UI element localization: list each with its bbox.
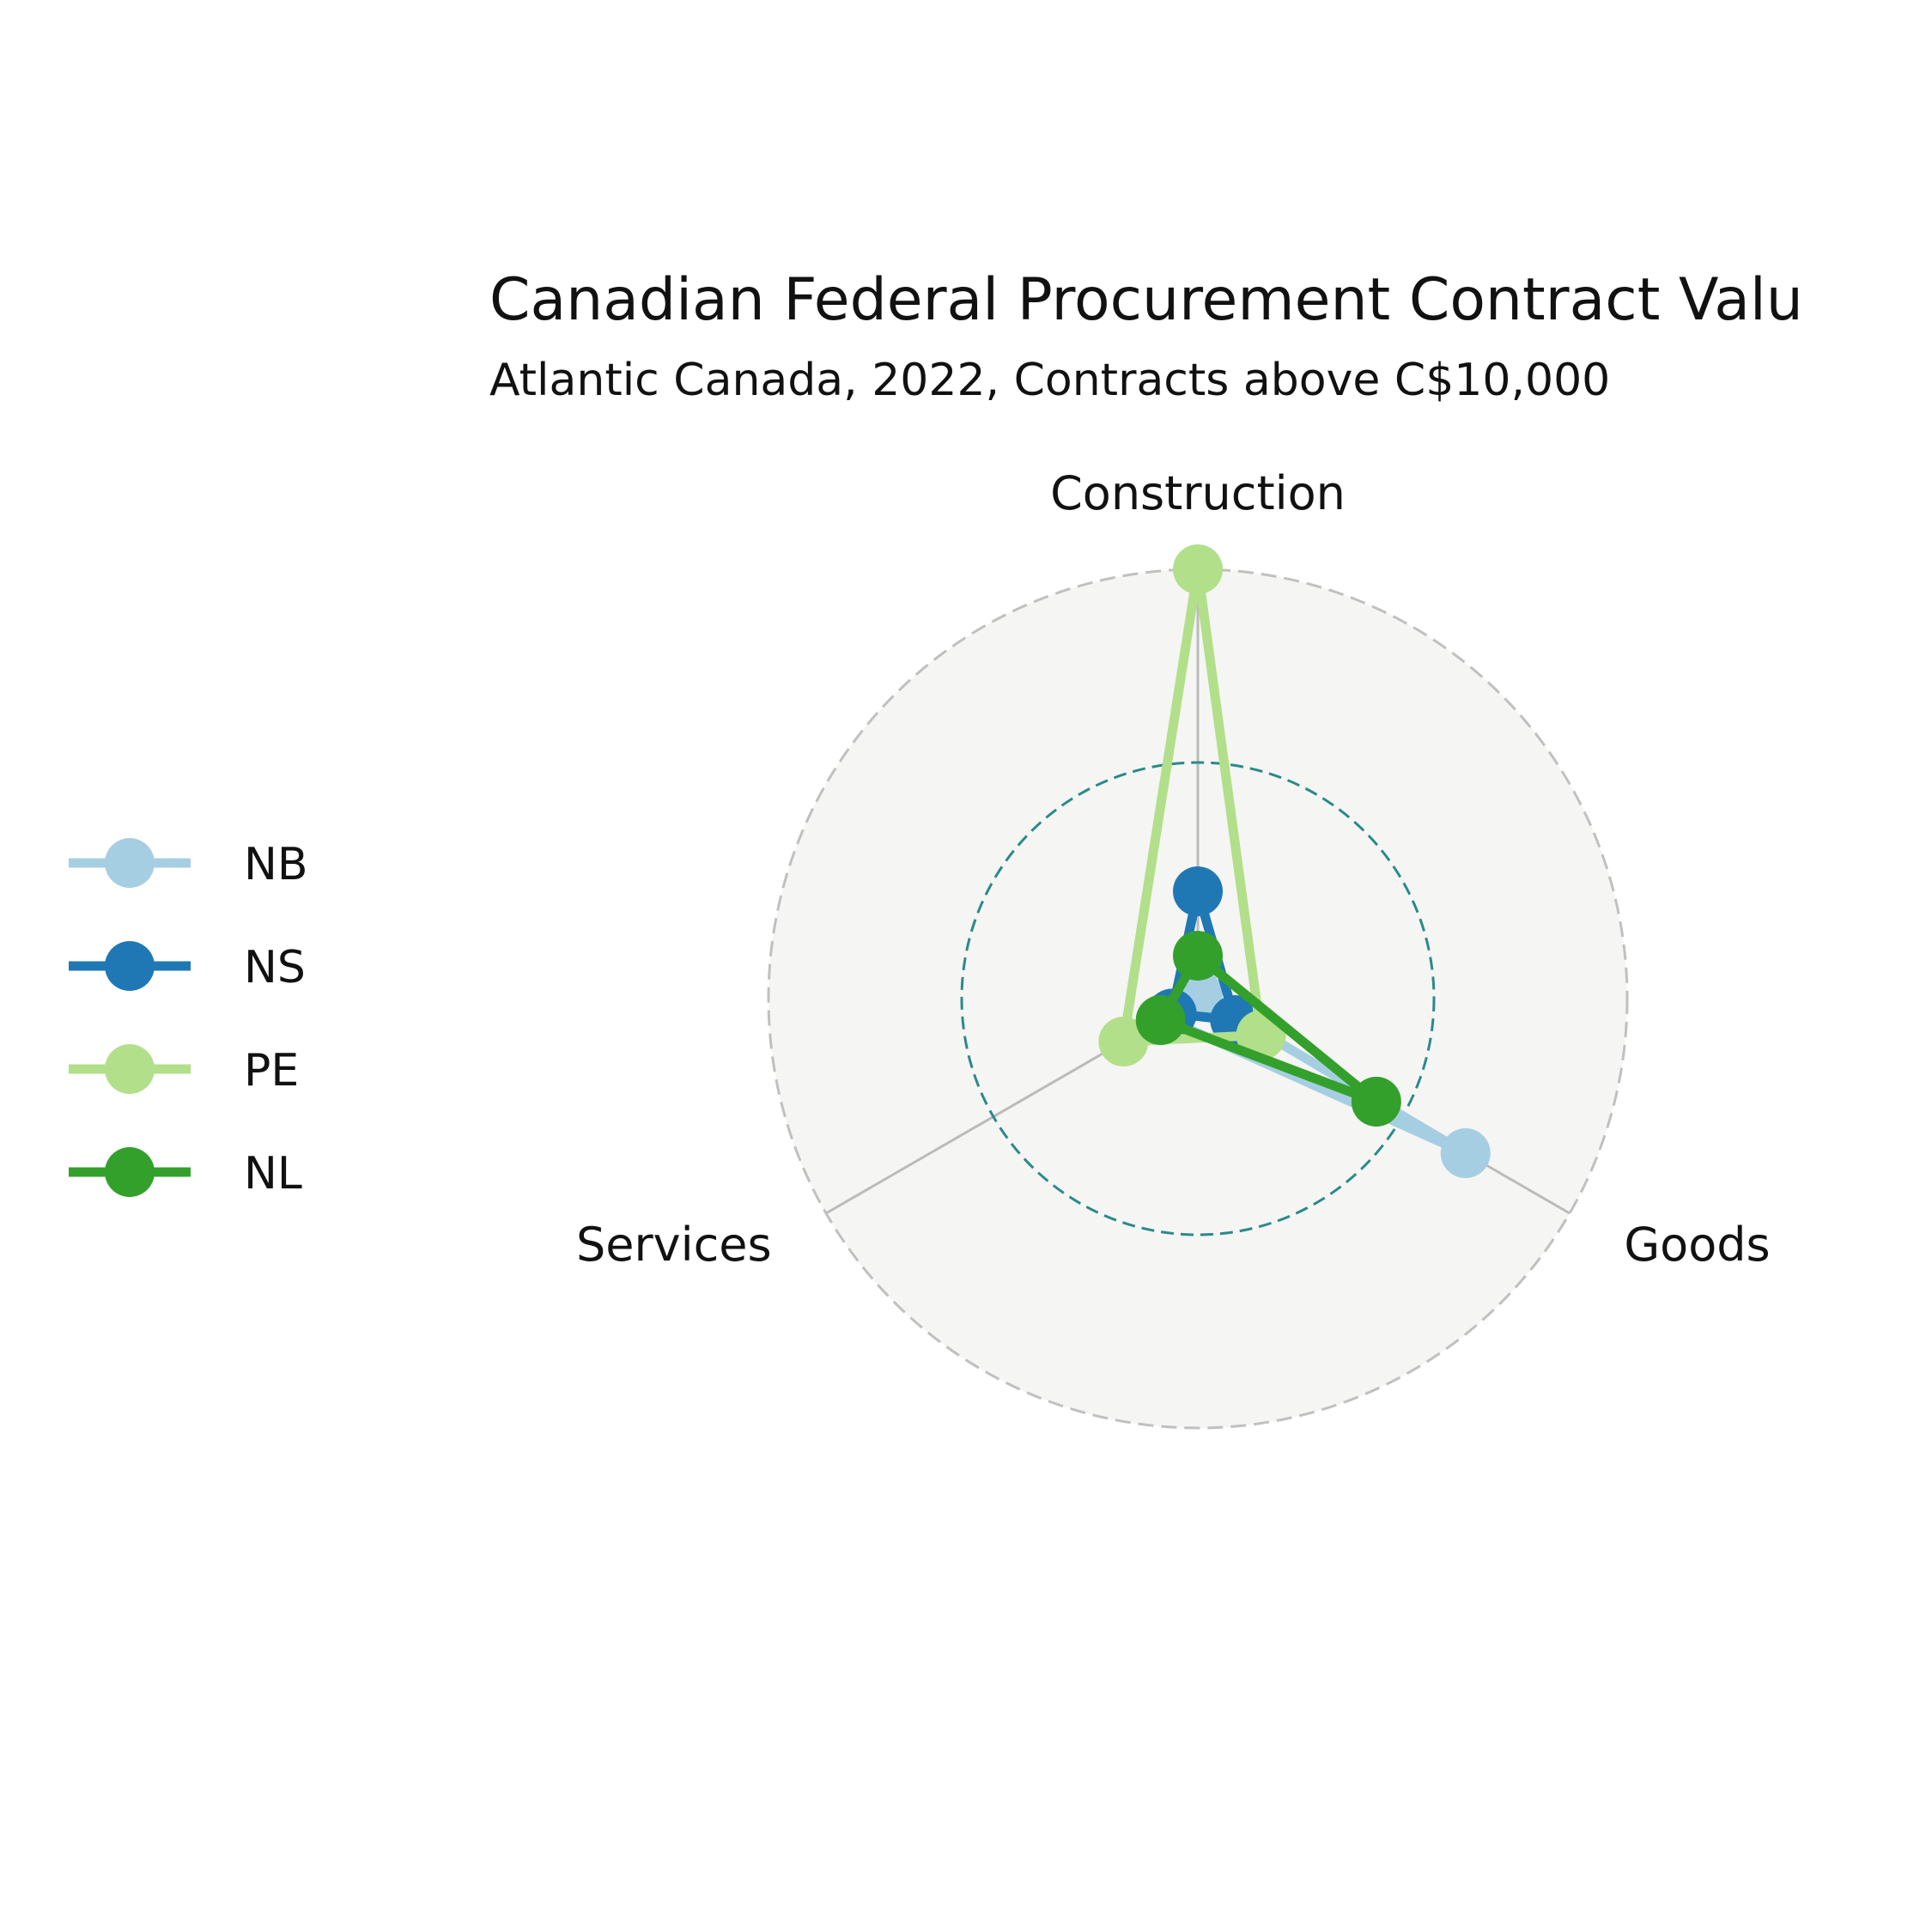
legend-item-pe: PE bbox=[69, 1044, 299, 1097]
data-point-nl-construction bbox=[1173, 931, 1223, 981]
series-pe bbox=[1098, 544, 1286, 1066]
data-point-nl-services bbox=[1135, 995, 1186, 1045]
data-point-pe-services bbox=[1098, 1017, 1149, 1066]
legend-marker-nb bbox=[105, 838, 155, 888]
legend-label-nl: NL bbox=[244, 1148, 302, 1200]
axis-labels: Construction Goods Services bbox=[576, 466, 1771, 1272]
legend-marker-pe bbox=[105, 1044, 155, 1094]
series-nl bbox=[1135, 931, 1401, 1127]
reference-ring bbox=[960, 761, 1436, 1236]
legend-label-pe: PE bbox=[244, 1045, 299, 1097]
legend-marker-nl bbox=[105, 1147, 155, 1197]
legend-label-ns: NS bbox=[244, 942, 306, 993]
legend-item-ns: NS bbox=[69, 941, 306, 993]
series-line-nl bbox=[1156, 951, 1382, 1107]
data-point-nl-goods bbox=[1351, 1077, 1401, 1127]
data-point-nb-goods bbox=[1440, 1128, 1491, 1178]
axis-label-goods: Goods bbox=[1624, 1218, 1770, 1272]
series-line-pe bbox=[1118, 564, 1267, 1047]
legend: NB NS PE NL bbox=[69, 838, 308, 1200]
axis-label-construction: Construction bbox=[1050, 466, 1346, 520]
chart-subtitle: Atlantic Canada, 2022, Contracts above C… bbox=[489, 355, 1610, 406]
legend-item-nb: NB bbox=[69, 838, 308, 890]
legend-item-nl: NL bbox=[69, 1147, 302, 1200]
series-layer bbox=[1098, 544, 1491, 1178]
data-point-pe-construction bbox=[1173, 544, 1223, 594]
legend-marker-ns bbox=[105, 941, 155, 991]
data-point-ns-construction bbox=[1173, 866, 1223, 916]
axis-label-services: Services bbox=[576, 1218, 772, 1272]
chart-title: Canadian Federal Procurement Contract Va… bbox=[489, 266, 1803, 334]
legend-label-nb: NB bbox=[244, 839, 308, 890]
